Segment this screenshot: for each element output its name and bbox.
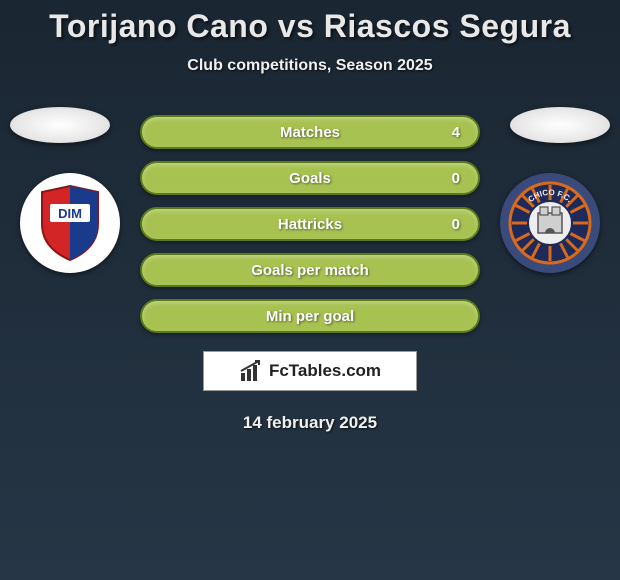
club-badge-left: DIM [20, 173, 120, 273]
container: Torijano Cano vs Riascos Segura Club com… [0, 0, 620, 433]
dim-shield-icon: DIM [36, 184, 104, 262]
stat-row-min-per-goal: Min per goal [140, 299, 480, 333]
logo-text: FcTables.com [269, 361, 381, 381]
page-title: Torijano Cano vs Riascos Segura [49, 8, 571, 45]
stat-value: 0 [452, 170, 460, 187]
stat-label: Min per goal [266, 308, 354, 325]
player-photo-left [10, 107, 110, 143]
date-text: 14 february 2025 [243, 413, 377, 433]
club-badge-right: CHICO F.C. [500, 173, 600, 273]
subtitle: Club competitions, Season 2025 [187, 57, 432, 75]
stat-row-goals-per-match: Goals per match [140, 253, 480, 287]
stats-area: DIM [0, 115, 620, 333]
stat-value: 0 [452, 216, 460, 233]
stat-label: Goals per match [251, 262, 369, 279]
stat-rows: Matches 4 Goals 0 Hattricks 0 Goals per … [140, 115, 480, 333]
stat-value: 4 [452, 124, 460, 141]
fctables-logo: FcTables.com [203, 351, 417, 391]
player-photo-right [510, 107, 610, 143]
stat-label: Matches [280, 124, 340, 141]
stat-label: Hattricks [278, 216, 342, 233]
stat-label: Goals [289, 170, 331, 187]
stat-row-hattricks: Hattricks 0 [140, 207, 480, 241]
bar-chart-icon [239, 359, 263, 383]
chico-badge-icon: CHICO F.C. [508, 181, 592, 265]
stat-row-goals: Goals 0 [140, 161, 480, 195]
svg-text:DIM: DIM [58, 206, 82, 221]
stat-row-matches: Matches 4 [140, 115, 480, 149]
